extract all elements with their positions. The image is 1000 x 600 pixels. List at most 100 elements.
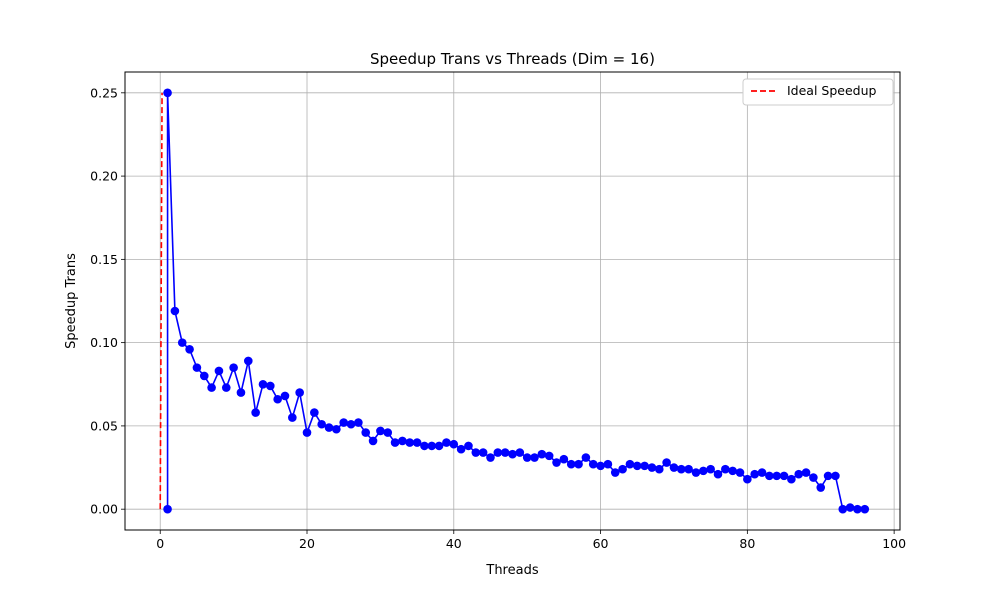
data-point	[434, 441, 444, 451]
data-point	[654, 464, 664, 474]
data-point	[376, 426, 385, 436]
x-tick-label: 80	[739, 536, 755, 551]
data-point	[471, 448, 481, 457]
grid-lines	[125, 72, 900, 530]
data-point	[676, 464, 686, 474]
data-point	[302, 428, 312, 437]
data-point	[420, 441, 429, 451]
data-point	[823, 471, 833, 481]
x-axis-label: Threads	[485, 563, 538, 578]
y-tick-label: 0.20	[90, 169, 118, 184]
data-point	[779, 471, 789, 481]
data-point	[390, 438, 400, 447]
data-point	[266, 381, 275, 391]
data-point	[324, 423, 334, 432]
data-point	[493, 448, 503, 457]
data-point	[684, 464, 693, 474]
data-point	[170, 306, 180, 316]
data-point	[743, 474, 752, 484]
x-tick-label: 20	[299, 536, 315, 551]
data-point	[405, 438, 415, 447]
data-point	[537, 449, 547, 459]
axis-ticks: 0 20 40 60 80 100 0.00 0.05 0.10 0.15 0.20 0.25	[90, 85, 906, 551]
data-point	[632, 461, 642, 471]
data-point	[596, 461, 605, 471]
data-point	[427, 441, 437, 451]
y-tick-label: 0.00	[90, 502, 118, 517]
data-point	[838, 504, 848, 514]
data-point	[163, 504, 172, 514]
x-tick-label: 40	[446, 536, 462, 551]
data-point	[574, 459, 583, 469]
data-point	[581, 453, 591, 462]
data-point	[853, 504, 862, 514]
data-point	[603, 459, 613, 469]
data-point	[354, 418, 363, 427]
data-point	[236, 388, 246, 397]
data-point	[845, 503, 855, 512]
speedup-trans-line	[166, 92, 865, 511]
y-tick-label: 0.10	[90, 335, 118, 350]
data-point	[588, 459, 598, 469]
data-point	[199, 371, 209, 381]
data-point	[332, 424, 341, 434]
data-point	[669, 463, 679, 472]
series-layer	[159, 88, 870, 514]
data-point	[662, 458, 671, 467]
x-tick-label: 60	[593, 536, 609, 551]
chart-title: Speedup Trans vs Threads (Dim = 16)	[370, 50, 655, 68]
data-point	[295, 388, 304, 397]
data-point	[809, 473, 818, 482]
data-point	[317, 419, 326, 429]
data-point	[478, 448, 488, 457]
data-point	[544, 451, 554, 461]
data-point	[515, 448, 525, 457]
data-point	[339, 418, 349, 427]
data-point	[310, 408, 319, 417]
data-point	[801, 468, 811, 477]
data-point	[794, 469, 804, 479]
data-point	[860, 504, 870, 514]
data-point	[787, 474, 796, 484]
data-point	[243, 356, 253, 366]
data-point	[706, 464, 715, 474]
data-point	[735, 468, 745, 477]
data-point	[464, 441, 473, 451]
data-point	[456, 444, 466, 454]
data-point	[185, 344, 194, 354]
y-tick-label: 0.05	[90, 418, 118, 433]
data-point	[713, 469, 723, 479]
data-point	[442, 438, 451, 447]
data-point	[398, 436, 407, 446]
data-point	[412, 438, 422, 447]
data-point	[618, 464, 627, 474]
data-point	[214, 366, 224, 376]
data-point	[765, 471, 774, 481]
data-point	[383, 428, 393, 437]
data-point	[221, 383, 231, 392]
data-point	[251, 408, 260, 417]
data-point	[280, 391, 290, 401]
data-point	[530, 453, 539, 462]
data-point	[192, 363, 202, 372]
legend: Ideal Speedup	[742, 78, 894, 106]
data-point	[757, 468, 767, 477]
data-point	[273, 394, 282, 404]
data-point	[508, 449, 517, 459]
data-point	[288, 413, 297, 422]
ideal-speedup-line	[159, 92, 163, 510]
y-axis-label: Speedup Trans	[64, 253, 79, 349]
data-point	[625, 459, 635, 469]
legend-box	[742, 78, 894, 106]
data-point	[346, 419, 356, 429]
x-tick-label: 100	[882, 536, 906, 551]
data-point	[486, 453, 495, 462]
y-tick-label: 0.15	[90, 252, 118, 267]
data-point	[566, 459, 576, 469]
data-point	[258, 379, 268, 389]
data-point	[500, 448, 510, 457]
data-point	[163, 88, 172, 98]
data-point	[640, 461, 649, 471]
data-point	[552, 458, 561, 467]
data-point	[177, 338, 187, 347]
